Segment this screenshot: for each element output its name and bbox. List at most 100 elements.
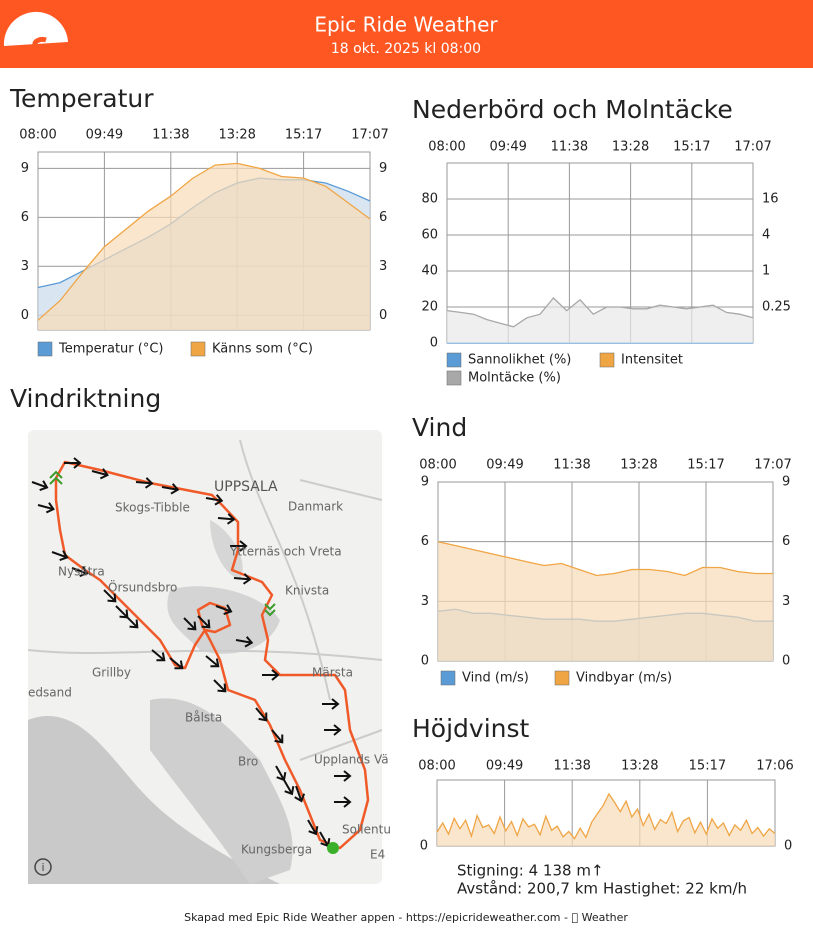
x-tick-label: 09:49 <box>489 140 526 155</box>
wind-arrow <box>271 729 284 744</box>
wind-arrow-shape <box>230 540 248 552</box>
wind-arrow-shape <box>215 604 233 616</box>
x-tick-label: 13:28 <box>621 759 658 774</box>
legend-label: Vind (m/s) <box>462 671 529 686</box>
wind-arrow <box>51 550 69 562</box>
x-tick-label: 09:49 <box>486 458 523 473</box>
wind-arrow <box>334 770 352 782</box>
wind-arrow <box>37 502 55 514</box>
wind-arrow-shape <box>205 494 224 506</box>
wind-arrow <box>183 617 197 631</box>
x-tick-label: 08:00 <box>428 140 465 155</box>
y2-tick-label: 3 <box>782 594 790 609</box>
x-tick-label: 13:28 <box>218 128 255 143</box>
wind-arrow-shape <box>161 483 180 495</box>
x-tick-label: 15:17 <box>687 458 724 473</box>
wind-arrow <box>233 573 252 585</box>
legend-swatch <box>190 341 206 357</box>
legend-label: Vindbyar (m/s) <box>576 671 672 686</box>
x-tick-label: 15:17 <box>689 759 726 774</box>
header-title: Epic Ride Weather <box>314 13 498 37</box>
wind-arrow-shape <box>283 779 295 796</box>
wind-arrow-shape <box>31 480 49 492</box>
map-label: UPPSALA <box>214 479 278 495</box>
y2-tick-label: 6 <box>782 534 790 549</box>
wind-arrow-shape <box>217 513 236 525</box>
y-tick-label: 3 <box>21 259 29 274</box>
section-title: Vindriktning <box>10 384 161 413</box>
wind-arrow-shape <box>37 502 55 514</box>
wind-arrow <box>205 494 224 506</box>
x-tick-label: 11:38 <box>551 140 588 155</box>
map-label: Nysätra <box>58 565 105 579</box>
wind-arrow-shape <box>271 729 284 744</box>
chart-title: Höjdvinst <box>412 714 530 743</box>
chart-title: Temperatur <box>9 84 154 113</box>
wind-arrow <box>197 615 211 629</box>
y-tick-label: 40 <box>421 264 438 279</box>
series-line <box>37 162 371 321</box>
x-tick-label: 17:06 <box>756 759 793 774</box>
legend-swatch <box>37 341 53 357</box>
chart-title: Vind <box>412 413 467 442</box>
wind-arrow <box>235 636 254 648</box>
wind-arrow-shape <box>235 636 254 648</box>
map-label: Märsta <box>312 666 353 680</box>
wind-arrow <box>324 724 342 736</box>
wind-arrow <box>283 779 295 796</box>
legend-swatch <box>446 370 462 386</box>
map-label: E4 <box>370 848 385 862</box>
legend-swatch <box>599 352 615 368</box>
stat-distance: Avstånd: 200,7 km <box>457 880 598 898</box>
x-tick-label: 17:07 <box>734 140 771 155</box>
area-fill <box>437 793 775 846</box>
wind-arrow <box>215 604 233 616</box>
y2-tick-label: 0 <box>782 654 790 669</box>
wind-arrow-shape <box>183 617 197 631</box>
wind-arrow-shape <box>91 468 109 480</box>
wind-arrow-shape <box>334 770 352 782</box>
y-tick-label: 9 <box>421 475 429 490</box>
wind-arrow <box>103 589 117 603</box>
map-label: Ytternäs och Vreta <box>229 545 342 559</box>
x-tick-label: 15:17 <box>285 128 322 143</box>
series-line <box>437 541 773 577</box>
x-tick-label: 08:00 <box>419 458 456 473</box>
map-label: Skogs-Tibble <box>115 501 190 515</box>
svg-text:i: i <box>41 861 44 874</box>
x-tick-label: 11:38 <box>553 759 590 774</box>
x-tick-label: 13:28 <box>612 140 649 155</box>
header-bar <box>0 0 813 68</box>
wind-arrow-shape <box>103 589 117 603</box>
wind-arrow <box>169 657 184 670</box>
y2-tick-label: 0 <box>379 308 387 323</box>
x-tick-label: 08:00 <box>19 128 56 143</box>
map-label: Sollentu <box>342 823 391 837</box>
wind-arrow-shape <box>64 457 82 469</box>
map-label: edsand <box>28 686 72 700</box>
y2-tick-label: 4 <box>762 228 770 243</box>
area-fill <box>38 163 370 330</box>
legend-swatch <box>446 352 462 368</box>
wind-arrow <box>322 698 340 710</box>
chart-title: Nederbörd och Molntäcke <box>412 95 733 124</box>
wind-arrow <box>64 457 82 469</box>
legend-label: Intensitet <box>621 353 683 368</box>
x-tick-label: 13:28 <box>620 458 657 473</box>
legend-swatch <box>554 670 570 686</box>
header-subtitle: 18 okt. 2025 kl 08:00 <box>331 41 481 57</box>
legend-label: Sannolikhet (%) <box>468 353 571 368</box>
y2-tick-label: 0 <box>784 839 792 854</box>
y-tick-label: 0 <box>21 308 29 323</box>
map-label: Upplands Vä <box>314 753 389 767</box>
footer: Skapad med Epic Ride Weather appen - htt… <box>184 911 628 924</box>
wind-arrow <box>262 669 280 681</box>
stat-speed: Hastighet: 22 km/h <box>603 880 747 898</box>
wind-arrow <box>125 615 139 629</box>
wind-arrow <box>135 477 154 489</box>
y-tick-label: 3 <box>421 594 429 609</box>
y2-tick-label: 9 <box>379 161 387 176</box>
wind-arrow-shape <box>169 657 184 670</box>
y-tick-label: 6 <box>21 210 29 225</box>
